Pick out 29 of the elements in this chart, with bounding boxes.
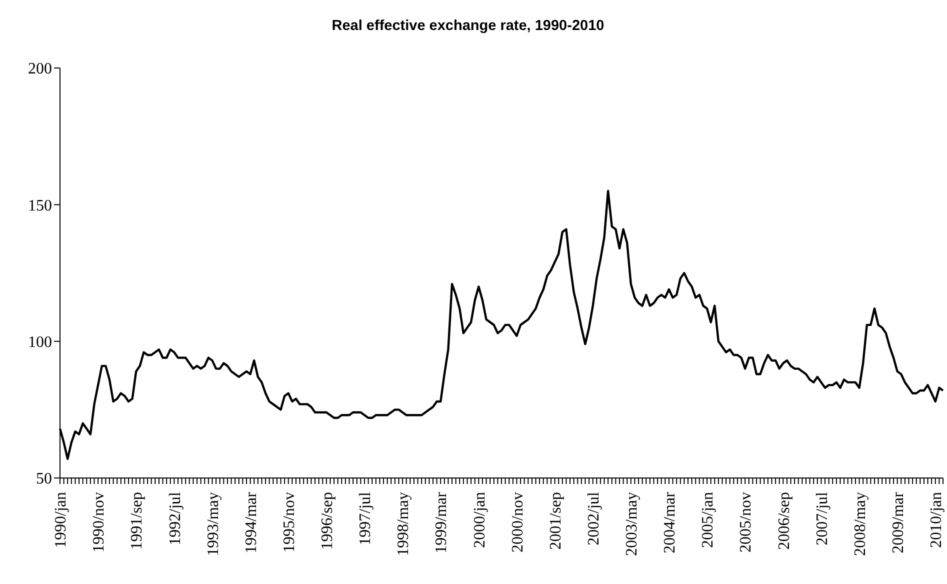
- x-tick-label: 2000/nov: [509, 492, 526, 552]
- y-tick-label: 200: [28, 60, 52, 78]
- x-tick-label: 2007/jul: [814, 491, 831, 546]
- x-tick-label: 2002/jul: [585, 491, 602, 546]
- y-tick-label: 150: [28, 197, 52, 214]
- x-tick-label: 2000/jan: [471, 492, 488, 548]
- x-tick-label: 1999/mar: [433, 491, 450, 554]
- x-tick-label: 2003/may: [624, 492, 641, 556]
- x-tick-label: 1996/sep: [319, 492, 336, 550]
- x-tick-label: 1997/jul: [357, 491, 374, 546]
- x-tick-label: 2010/jan: [928, 492, 945, 548]
- x-tick-label: 2001/sep: [547, 492, 564, 550]
- x-tick-label: 2008/may: [852, 492, 869, 556]
- x-tick-label: 1993/may: [204, 492, 222, 556]
- x-tick-label: 1994/mar: [242, 491, 260, 554]
- x-tick-label: 1991/sep: [128, 492, 146, 550]
- y-tick-label: 100: [28, 334, 52, 352]
- y-tick-label: 50: [36, 470, 52, 488]
- x-tick-label: 1990/jan: [52, 492, 70, 548]
- x-tick-label: 1992/jul: [166, 491, 184, 546]
- x-tick-label: 2009/mar: [890, 491, 907, 554]
- x-tick-label: 2005/jan: [700, 492, 717, 548]
- x-tick-label: 1995/nov: [280, 492, 298, 552]
- chart-title: Real effective exchange rate, 1990-2010: [330, 18, 606, 34]
- x-tick-label: 2004/mar: [662, 491, 679, 554]
- x-tick-label: 1990/nov: [90, 492, 108, 552]
- x-tick-label: 2005/nov: [738, 492, 755, 552]
- x-tick-label: 1998/may: [395, 492, 412, 556]
- x-tick-label: 2006/sep: [776, 492, 793, 550]
